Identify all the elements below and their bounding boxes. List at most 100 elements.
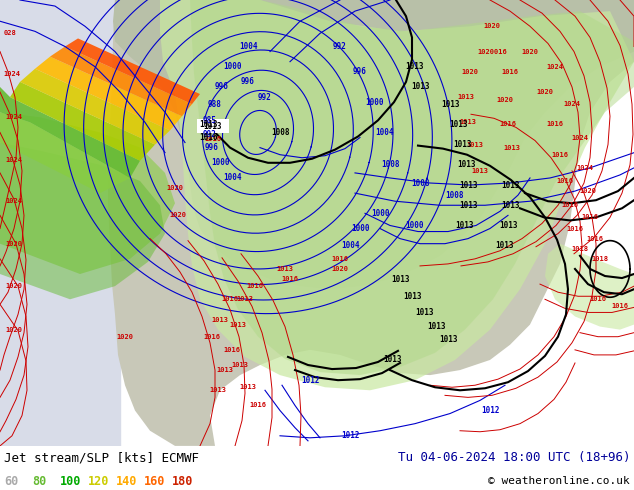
Text: 1013: 1013 — [236, 296, 254, 302]
Text: 1020: 1020 — [462, 69, 479, 75]
Text: © weatheronline.co.uk: © weatheronline.co.uk — [488, 476, 630, 486]
Text: 988: 988 — [208, 99, 222, 109]
Text: 1013: 1013 — [403, 292, 421, 301]
Text: 1016: 1016 — [547, 122, 564, 127]
Text: 1013: 1013 — [231, 362, 249, 368]
Text: 1020: 1020 — [536, 89, 553, 95]
Text: 1016: 1016 — [204, 334, 221, 340]
Text: 100: 100 — [60, 474, 81, 488]
Text: 140: 140 — [116, 474, 138, 488]
Text: 1013: 1013 — [240, 384, 257, 390]
Text: 1004: 1004 — [239, 42, 257, 51]
Text: 1020: 1020 — [579, 188, 597, 194]
Text: 1013: 1013 — [427, 322, 445, 331]
Text: 1000: 1000 — [371, 209, 389, 218]
Text: 1013: 1013 — [391, 274, 410, 284]
Polygon shape — [545, 244, 634, 330]
Polygon shape — [65, 38, 200, 104]
Text: Jet stream/SLP [kts] ECMWF: Jet stream/SLP [kts] ECMWF — [4, 451, 199, 464]
Text: 1013: 1013 — [460, 120, 477, 125]
Polygon shape — [160, 0, 634, 391]
Text: 1004: 1004 — [223, 173, 242, 182]
Text: 1016: 1016 — [567, 225, 583, 231]
Text: 1016: 1016 — [281, 276, 299, 282]
Text: 1000: 1000 — [210, 158, 230, 167]
Text: 1013: 1013 — [212, 317, 228, 322]
Text: 996: 996 — [215, 82, 229, 92]
Polygon shape — [0, 143, 165, 299]
Text: 1020: 1020 — [6, 241, 22, 246]
Text: 1020: 1020 — [522, 49, 538, 54]
Text: 1013: 1013 — [198, 120, 217, 129]
Text: 1013: 1013 — [503, 145, 521, 150]
Text: 80: 80 — [32, 474, 46, 488]
Text: 1020: 1020 — [484, 24, 500, 29]
Text: 1020: 1020 — [169, 212, 186, 219]
Polygon shape — [10, 82, 155, 161]
Text: 1020: 1020 — [117, 334, 134, 340]
Text: 1024: 1024 — [547, 64, 564, 70]
Text: 1016: 1016 — [586, 236, 604, 242]
Text: 1013: 1013 — [501, 180, 519, 190]
Text: 60: 60 — [4, 474, 18, 488]
Text: 1013: 1013 — [456, 160, 476, 170]
Text: 1018: 1018 — [592, 256, 609, 262]
Text: 992: 992 — [203, 130, 217, 139]
Text: 1004: 1004 — [340, 241, 359, 250]
Polygon shape — [0, 112, 130, 193]
Text: 1012: 1012 — [340, 431, 359, 441]
Text: 1020016: 1020016 — [477, 49, 507, 54]
Text: 1016: 1016 — [500, 122, 517, 127]
Text: 992: 992 — [258, 93, 272, 101]
FancyBboxPatch shape — [197, 119, 229, 133]
Text: 180: 180 — [172, 474, 193, 488]
Text: 1020: 1020 — [6, 283, 22, 289]
Text: 992: 992 — [333, 42, 347, 51]
Text: 1016: 1016 — [198, 133, 217, 142]
Text: 1013: 1013 — [209, 387, 226, 393]
Text: 1013: 1013 — [459, 201, 477, 210]
Polygon shape — [0, 112, 175, 274]
Text: 1016: 1016 — [590, 296, 607, 302]
Text: 1013: 1013 — [441, 99, 459, 109]
Text: 1016: 1016 — [247, 283, 264, 289]
Text: 1013: 1013 — [439, 335, 457, 344]
Text: 1013: 1013 — [499, 221, 517, 230]
Text: 1020: 1020 — [167, 185, 183, 191]
Polygon shape — [20, 69, 170, 145]
Text: 120: 120 — [88, 474, 110, 488]
Text: 1024: 1024 — [6, 157, 22, 163]
Text: 1013: 1013 — [230, 321, 247, 328]
Polygon shape — [0, 0, 120, 446]
Text: 1018: 1018 — [571, 245, 588, 252]
Text: 1024: 1024 — [6, 114, 22, 120]
Text: 1016: 1016 — [612, 303, 628, 309]
Polygon shape — [108, 0, 634, 446]
Text: 1013: 1013 — [459, 180, 477, 190]
Text: 028: 028 — [4, 30, 16, 36]
Text: 1000: 1000 — [351, 224, 369, 233]
Text: 996: 996 — [353, 67, 367, 76]
Text: 1008: 1008 — [271, 128, 289, 137]
Text: 1008: 1008 — [446, 191, 464, 199]
Text: 1016: 1016 — [205, 136, 221, 142]
Text: 1013: 1013 — [472, 168, 489, 174]
Text: 1013: 1013 — [411, 82, 429, 92]
Text: 1013: 1013 — [276, 266, 294, 272]
Polygon shape — [35, 57, 182, 130]
Text: 160: 160 — [144, 474, 165, 488]
Text: 1020: 1020 — [6, 327, 22, 333]
Text: 996: 996 — [205, 143, 219, 152]
Text: 1013: 1013 — [204, 122, 223, 131]
Text: 1016: 1016 — [501, 69, 519, 75]
Polygon shape — [113, 0, 634, 289]
Text: 1000: 1000 — [366, 98, 384, 107]
Text: 1008: 1008 — [411, 178, 429, 188]
Text: 1024: 1024 — [4, 71, 20, 77]
Text: 1020: 1020 — [496, 97, 514, 103]
Text: 1016: 1016 — [562, 202, 578, 208]
Text: 1016: 1016 — [224, 347, 240, 353]
Text: 1016: 1016 — [332, 256, 349, 262]
Text: 1013: 1013 — [458, 94, 474, 100]
Text: 1024: 1024 — [564, 101, 581, 107]
